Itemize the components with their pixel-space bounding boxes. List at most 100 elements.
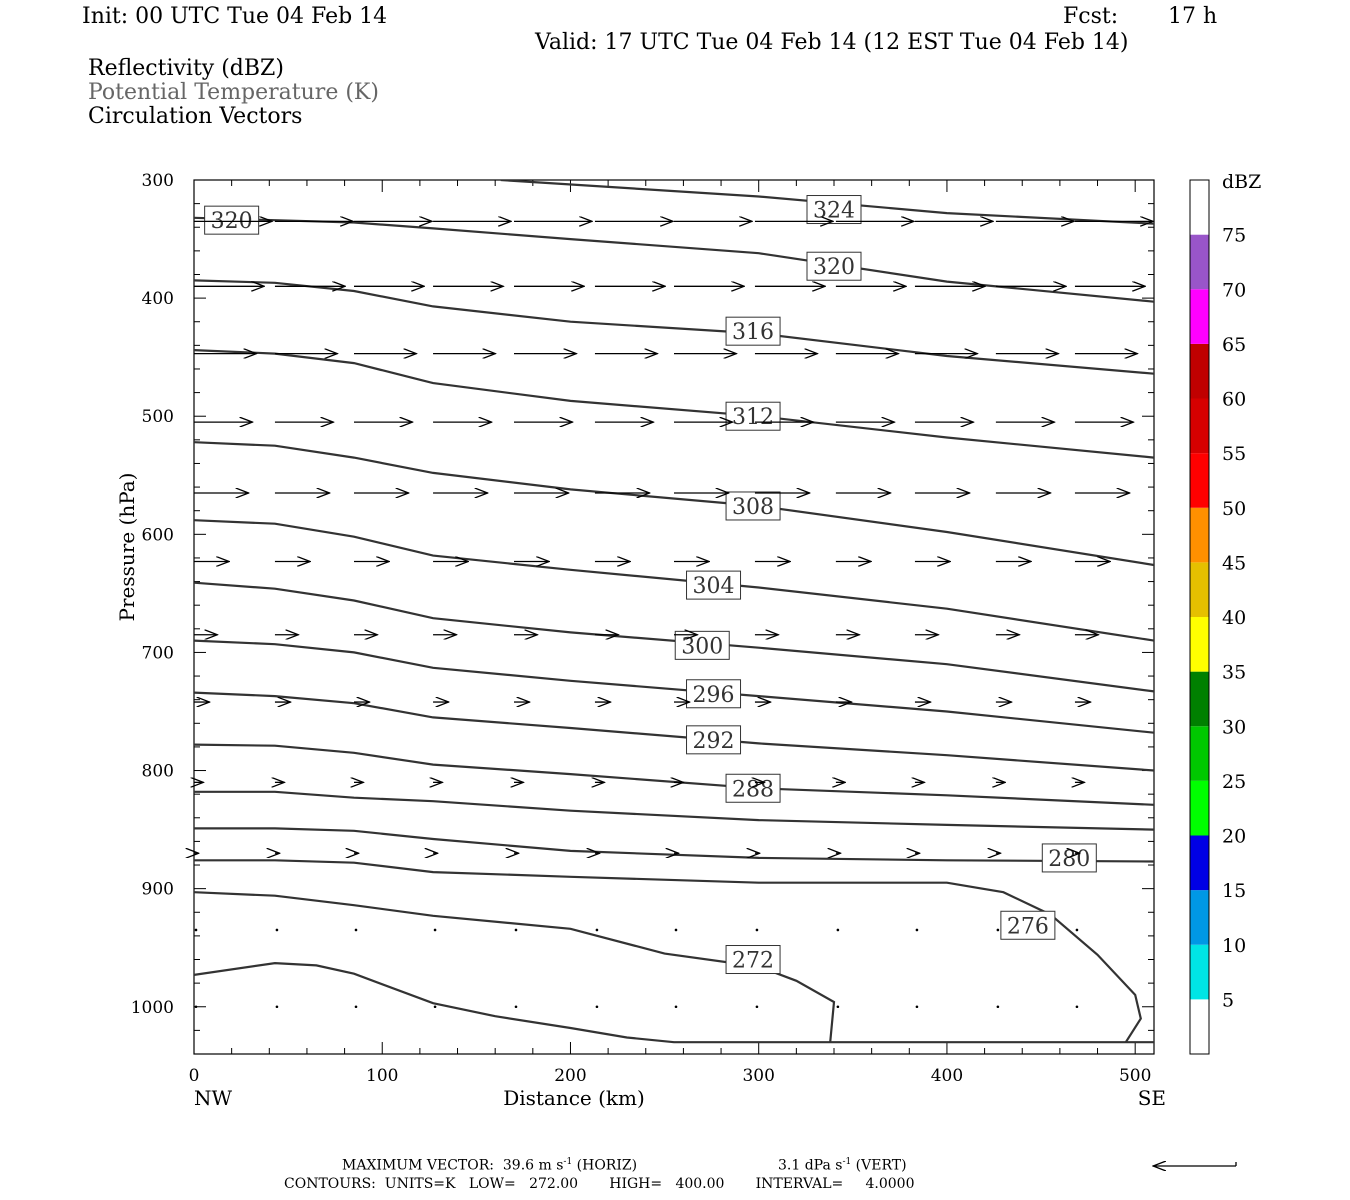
wind-vector-dot [354,1005,358,1009]
colorbar-swatch [1190,617,1209,672]
wind-vector-dot [595,928,599,932]
theta-contour [194,216,1154,303]
colorbar-swatch [1190,780,1209,836]
colorbar-tick-label: 30 [1222,716,1246,738]
contour-info: CONTOURS: UNITS=K LOW= 272.00 HIGH= 400.… [284,1176,915,1192]
x-end-label-nw: NW [194,1086,233,1110]
y-tick-label: 400 [142,289,174,309]
colorbar-swatch [1190,180,1209,235]
x-end-label-se: SE [1138,1086,1166,1110]
wind-vector-dot [755,928,759,932]
x-tick-label: 300 [742,1066,774,1086]
wind-vector-dot [514,1005,518,1009]
theta-contour [194,691,1154,772]
theta-contour [194,519,1154,642]
wind-vector-dot [915,1005,919,1009]
contour-label-box [1000,910,1056,940]
colorbar-swatch [1190,234,1209,290]
wind-vector-dot [354,928,358,932]
wind-vector-dot [1075,1005,1079,1009]
forecast-label: Fcst: [1063,4,1119,29]
colorbar-swatch [1190,999,1209,1054]
y-tick-label: 600 [142,525,174,545]
colorbar-frame [1189,179,1210,1055]
theta-contour [194,790,1154,831]
contour-label-box [725,316,781,346]
colorbar-tick-label: 15 [1222,880,1246,902]
colorbar-swatch [1190,398,1209,454]
wind-vector-dot [674,928,678,932]
contour-label-box [725,945,781,975]
colorbar-swatch [1190,453,1209,508]
colorbar-swatch [1190,671,1209,727]
colorbar-tick-label: 45 [1222,552,1246,574]
colorbar-tick-label: 75 [1222,225,1246,247]
contour-label: 308 [732,495,774,520]
wind-vector-dot [275,1005,279,1009]
y-tick-label: 800 [142,762,174,782]
x-tick-label: 200 [554,1066,586,1086]
wind-vector-dot [595,1005,599,1009]
wind-vector-dot [514,928,518,932]
colorbar-swatch [1190,944,1209,1000]
colorbar-swatch [1190,507,1209,563]
y-axis-label: Pressure (hPa) [115,473,139,622]
contour-label-box [686,679,742,709]
colorbar-swatch [1190,562,1209,617]
contour-label-box [686,725,742,755]
x-tick-label: 500 [1119,1066,1151,1086]
y-tick-label: 700 [142,643,174,663]
contour-label: 276 [1007,914,1049,939]
y-tick-label: 300 [142,171,174,191]
wind-vector-dot [915,928,919,932]
x-axis-label: Distance (km) [503,1086,645,1110]
plot-frame [193,179,1155,1055]
colorbar-tick-label: 50 [1222,498,1246,520]
y-tick-label: 500 [142,407,174,427]
contour-label-box [806,251,862,281]
contour-label-box [686,570,742,600]
wind-vector-dot [836,928,840,932]
contour-label: 304 [693,574,735,599]
contour-label: 316 [732,320,774,345]
theta-contour [194,441,1154,567]
vert-vector-note: 3.1 dPa s-1 (VERT) [778,1157,907,1174]
wind-vector-dot [996,1005,1000,1009]
colorbar-tick-label: 40 [1222,607,1246,629]
theta-contour [194,891,836,1043]
colorbar-swatch [1190,890,1209,945]
contour-label: 280 [1048,847,1090,872]
wind-vector-dot [194,928,198,932]
colorbar-swatch [1190,343,1209,399]
colorbar-title: dBZ [1222,171,1261,193]
contour-label: 296 [693,683,735,708]
forecast-hour: 17 h [1168,4,1218,29]
wind-vector-dot [433,1005,437,1009]
wind-vector-dot [996,928,1000,932]
contour-label-box [674,630,730,660]
contour-label-box [725,491,781,521]
wind-vector-dot [275,928,279,932]
wind-vector-dot [674,1005,678,1009]
theta-contour [194,639,1154,734]
y-tick-label: 1000 [131,998,174,1018]
wind-vector-dot [194,1005,198,1009]
wind-vector-dot [433,928,437,932]
x-tick-label: 100 [366,1066,398,1086]
colorbar-tick-label: 10 [1222,935,1246,957]
x-tick-label: 0 [189,1066,200,1086]
max-vector-note: MAXIMUM VECTOR: 39.6 m s-1 (HORIZ) [342,1157,638,1174]
contour-label: 312 [732,405,774,430]
contour-label: 292 [693,729,735,754]
wind-vector-dot [1075,928,1079,932]
colorbar-swatch [1190,289,1209,344]
theta-contour [194,349,1154,459]
theta-contour [194,827,1154,863]
colorbar-swatch [1190,835,1209,891]
colorbar-tick-label: 55 [1222,443,1246,465]
field-reflectivity: Reflectivity (dBZ) [88,56,284,81]
theta-contour [194,743,1154,806]
colorbar-tick-label: 5 [1222,989,1234,1011]
colorbar-tick-label: 25 [1222,771,1246,793]
